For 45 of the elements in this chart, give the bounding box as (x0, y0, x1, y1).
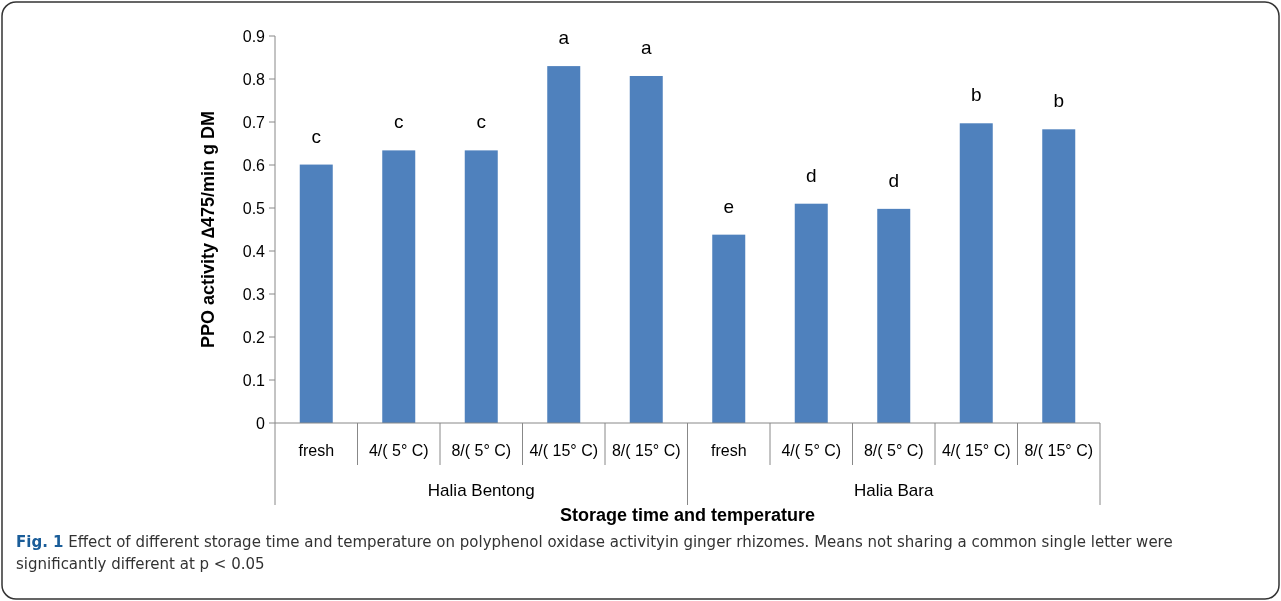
y-tick-label: 0.3 (242, 285, 266, 303)
text: Halia Bara (854, 480, 934, 500)
bar (1042, 129, 1076, 423)
y-tick-label: 0.7 (242, 113, 266, 131)
y-tick-label: 0.6 (242, 156, 266, 174)
bar (464, 150, 498, 423)
bar (382, 150, 416, 423)
bar (877, 208, 911, 423)
x-tick-label: 4/( 5° C) (368, 441, 429, 459)
x-tick-label: 4/( 5° C) (781, 441, 842, 459)
y-tick-label: 0.9 (242, 27, 266, 45)
data-label: b (970, 84, 982, 106)
x-tick-label: 8/( 5° C) (863, 441, 924, 459)
x-tick-label: 4/( 15° C) (941, 441, 1011, 459)
data-label: a (558, 27, 570, 49)
data-label: c (311, 125, 321, 147)
bar (299, 164, 333, 423)
data-label: c (476, 111, 486, 133)
y-tick-label: 0.5 (242, 199, 266, 217)
x-axis-title: Storage time and temperature (559, 505, 816, 525)
bar (629, 75, 663, 423)
text: Halia Bentong (427, 480, 535, 500)
y-tick-label: 0.2 (242, 328, 266, 346)
data-label: e (723, 195, 735, 217)
bar (794, 203, 828, 423)
caption: Fig. 1 Effect of different storage time and temperature on polyphenol oxidase activityin ginger rhizomes. Means not sharing a common single letter were significantly different at p < 0.05 (16, 532, 1174, 575)
y-tick-label: 0.8 (242, 70, 266, 88)
x-tick-label: fresh (710, 441, 747, 459)
y-tick-label: 0.1 (242, 371, 266, 389)
x-tick-label: 8/( 15° C) (1024, 441, 1094, 459)
x-tick-label: 8/( 15° C) (611, 441, 681, 459)
y-tick-label: 0.4 (242, 242, 266, 260)
y-tick-label: 0 (256, 414, 266, 432)
x-tick-label: 4/( 15° C) (529, 441, 599, 459)
data-label: c (394, 111, 404, 133)
data-label: d (888, 169, 900, 191)
bar (959, 123, 993, 423)
y-axis-title: PPO activity ∆475/min g DM (198, 110, 218, 349)
data-label: b (1053, 90, 1065, 112)
bar (547, 66, 581, 423)
data-label: d (805, 164, 817, 186)
x-tick-label: fresh (298, 441, 335, 459)
bar (712, 234, 746, 423)
data-label: a (640, 36, 652, 58)
x-tick-label: 8/( 5° C) (451, 441, 512, 459)
